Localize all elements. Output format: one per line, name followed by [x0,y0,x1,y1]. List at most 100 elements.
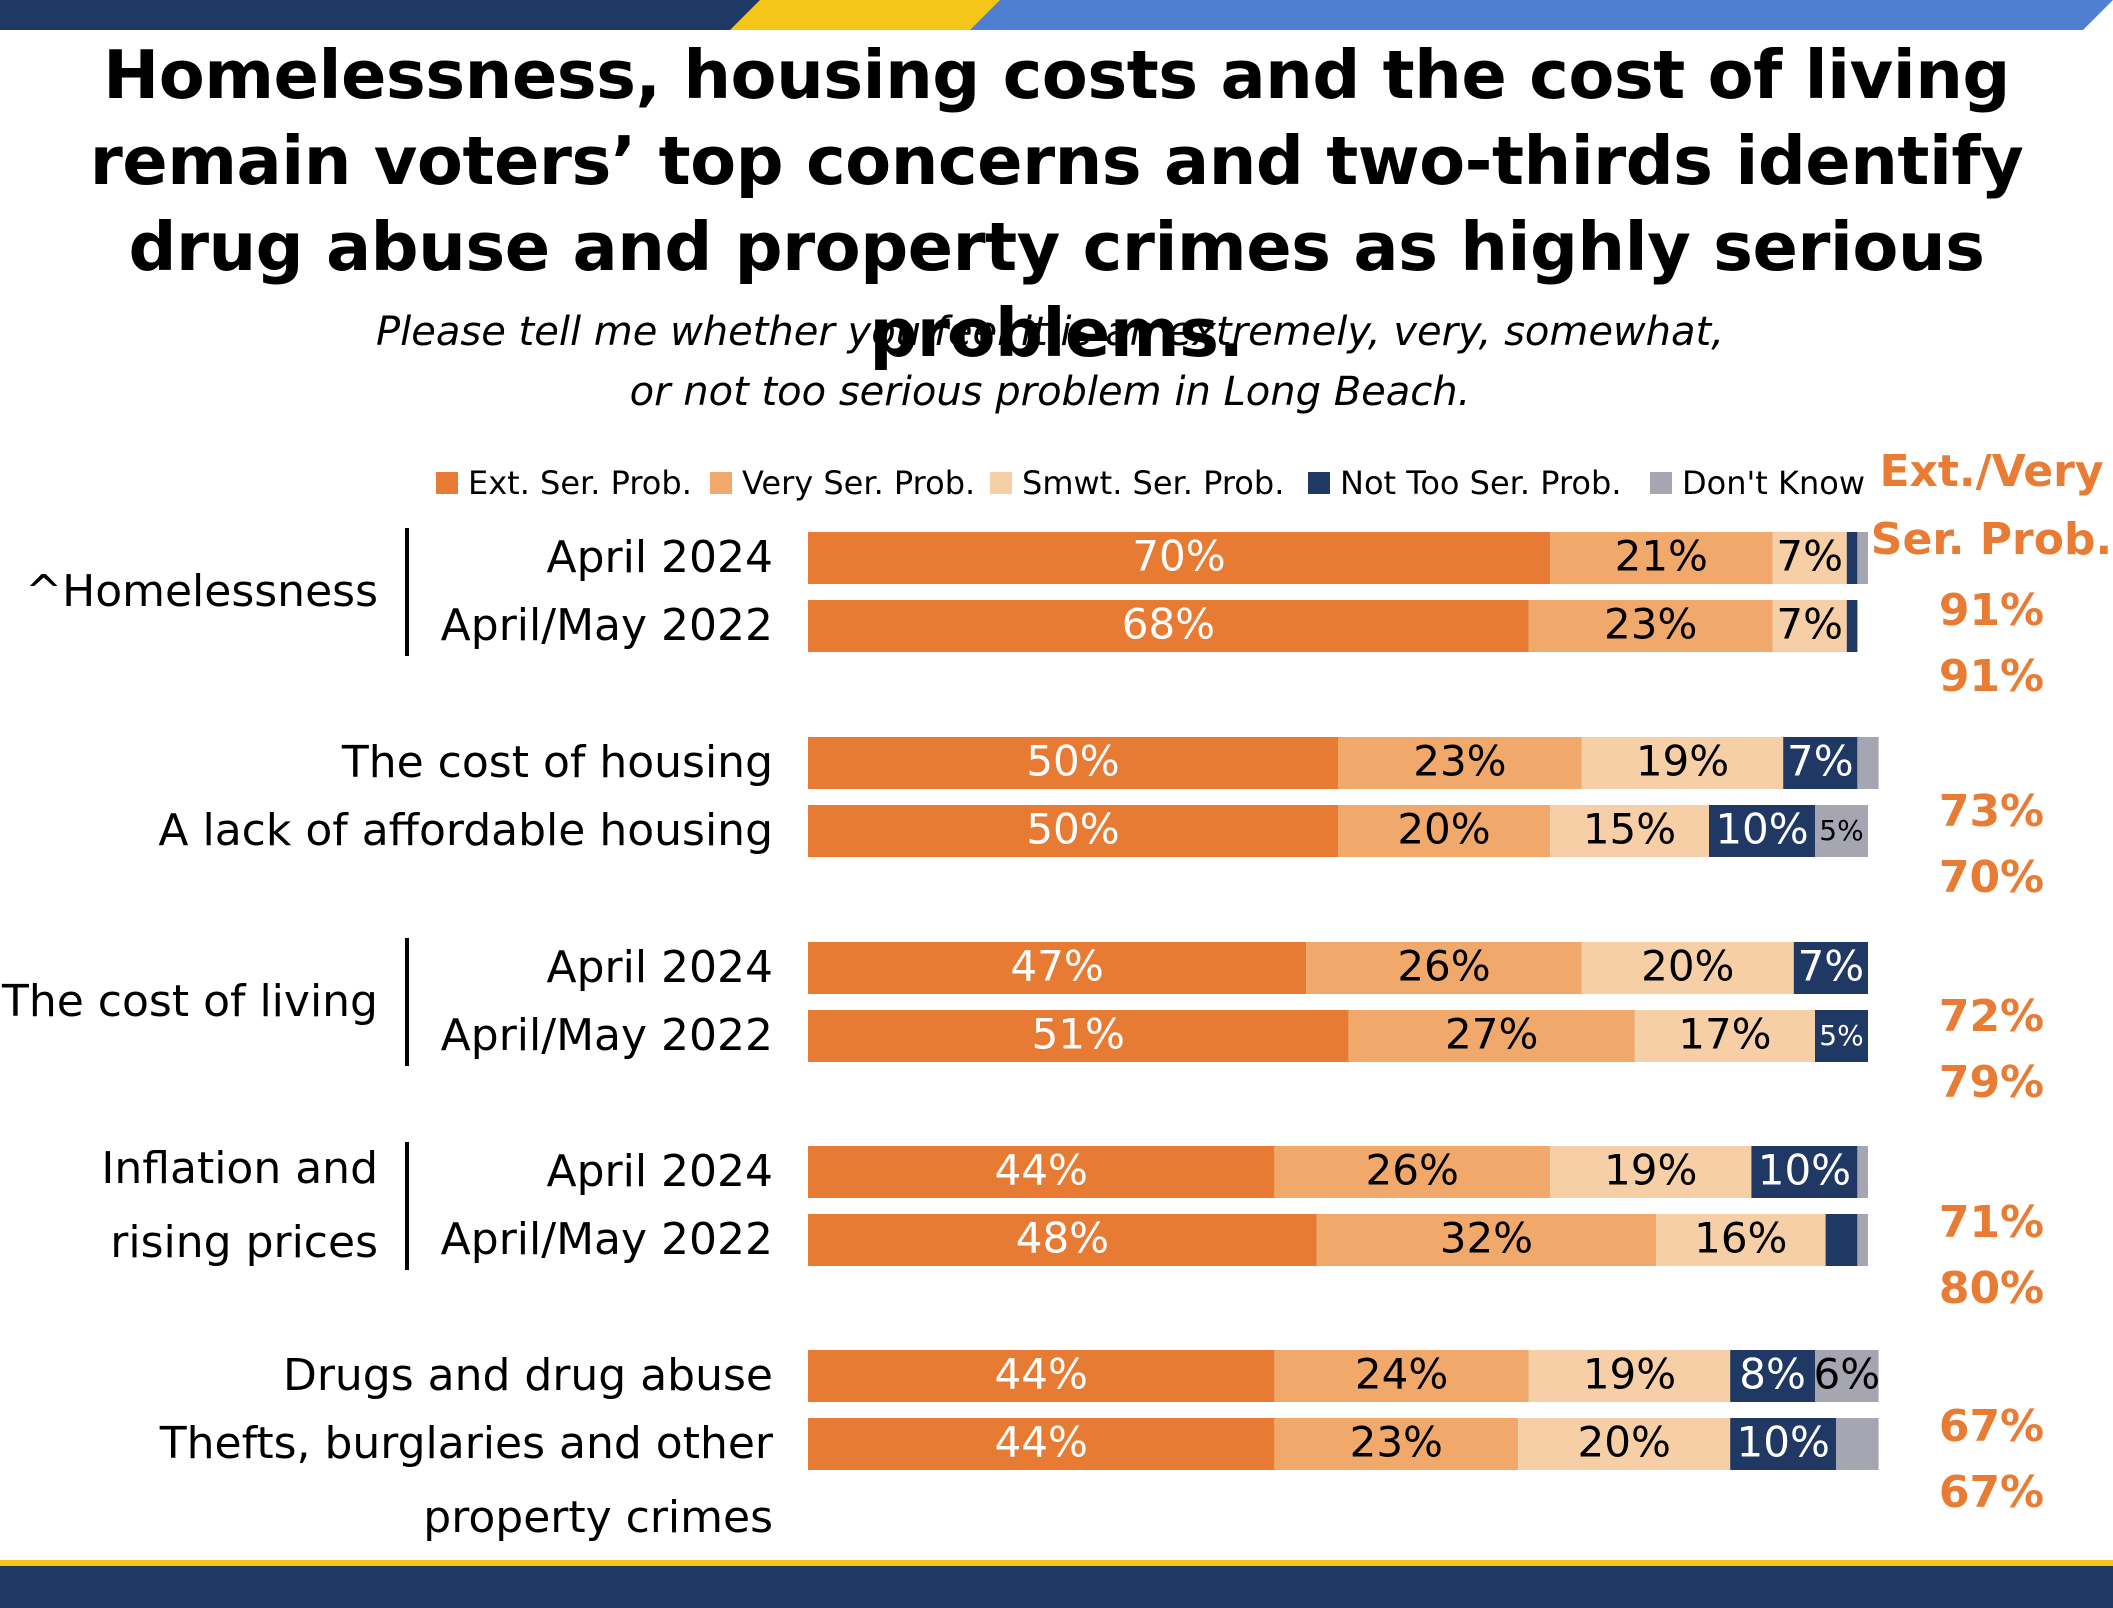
legend-swatch-ext [436,472,458,494]
summary-header-line-2: Ser. Prob. [1870,514,2113,565]
ext-very-value: 71% [1938,1197,2045,1248]
group-category-line: Inflation and [101,1143,378,1194]
bar-segment-not-too [1730,1350,1815,1402]
bar-segment-label-very: 26% [1366,1146,1459,1195]
group-bracket-line [405,1142,409,1270]
bar-segment-not-too [1709,805,1815,857]
row-label-line: April 2024 [546,1146,773,1197]
bar-segment-label-ext: 44% [995,1146,1088,1195]
bar-segment-smwt [1581,737,1784,789]
bar-segment-not-too [1730,1418,1837,1470]
row-label: April 2024 [546,943,773,993]
ext-very-value: 80% [1938,1263,2045,1314]
bar-segment-label-not-too: 7% [1787,737,1854,786]
bar-segment-very [1338,737,1582,789]
bottom-band-navy [0,1566,2113,1608]
bar-segment-ext [808,1418,1275,1470]
bar-segment-very [1348,1010,1635,1062]
bar-segment-dont-know [1815,805,1868,857]
bar-segment-label-not-too: 10% [1737,1418,1830,1467]
row-label: Drugs and drug abuse [283,1351,773,1401]
bar-segment-label-dont-know: 5% [1819,814,1863,847]
bar-segment-smwt [1772,532,1847,584]
bar-segment-label-ext: 68% [1122,600,1215,649]
row-label-line: April/May 2022 [440,600,773,651]
legend-swatch-very [710,472,732,494]
bar-segment-label-smwt: 19% [1636,737,1729,786]
bar-segment-smwt [1518,1418,1731,1470]
bar-segment-label-dont-know: 6% [1813,1350,1880,1399]
row-label-line: April/May 2022 [440,1214,773,1265]
legend-swatch-dont-know [1650,472,1672,494]
bar-segment-label-not-too: 7% [1798,942,1865,991]
ext-very-value: 70% [1938,852,2045,903]
subtitle-line-2: or not too serious problem in Long Beach… [629,369,1471,415]
bar-segment-not-too [1793,942,1868,994]
bar-segment-label-smwt: 19% [1583,1350,1676,1399]
ext-very-value: 67% [1938,1401,2045,1452]
bar-segment-very [1550,532,1773,584]
bar-segment-dont-know [1836,1418,1879,1470]
bar-segment-label-smwt: 19% [1604,1146,1697,1195]
row-label: The cost of housing [342,738,773,788]
bar-segment-ext [808,805,1338,857]
bar-segment-label-not-too: 8% [1739,1350,1806,1399]
group-category-label: The cost of living [2,965,378,1039]
bar-segment-label-not-too: 10% [1758,1146,1851,1195]
bar-segment-smwt [1550,805,1709,857]
bar-segment-ext [808,532,1550,584]
bar-segment-very [1274,1350,1529,1402]
bar-segment-not-too [1846,532,1858,584]
bar-segment-not-too [1783,737,1858,789]
bar-segment-label-very: 32% [1440,1214,1533,1263]
bar-segment-label-ext: 50% [1026,805,1119,854]
bar-segment-label-ext: 70% [1132,532,1225,581]
row-label: April/May 2022 [441,1011,773,1061]
bar-segment-label-smwt: 7% [1776,600,1843,649]
chart-title: Homelessness, housing costs and the cost… [89,36,2024,372]
summary-header-line-1: Ext./Very [1879,446,2104,497]
group-category-line: The cost of living [1,976,378,1027]
ext-very-summary-header: Ext./Very Ser. Prob. [1870,438,2113,574]
legend-item-dont-know: Don't Know [1650,458,1865,508]
bar-segment-ext [808,1146,1275,1198]
bar-segment-dont-know [1815,1350,1879,1402]
legend-label-very: Very Ser. Prob. [742,464,976,502]
legend-swatch-smwt [990,472,1012,494]
bar-segment-not-too [1846,600,1858,652]
bar-segment-label-ext: 47% [1010,942,1103,991]
row-label: April/May 2022 [441,1215,773,1265]
bar-segment-label-smwt: 20% [1578,1418,1671,1467]
bar-segment-label-very: 24% [1355,1350,1448,1399]
bar-segment-label-smwt: 20% [1641,942,1734,991]
group-category-line: rising prices [110,1217,378,1268]
group-category-label: Inflation and rising prices [101,1132,378,1280]
bar-segment-dont-know [1857,1146,1868,1198]
row-label: April 2024 [546,1147,773,1197]
bar-segment-ext [808,737,1338,789]
top-band-segment [970,0,2113,30]
legend-item-smwt: Smwt. Ser. Prob. [990,458,1284,508]
top-band-segment [0,0,780,30]
row-label: April/May 2022 [441,601,773,651]
bar-segment-very [1274,1146,1550,1198]
bar-segment-smwt [1634,1010,1815,1062]
bar-segment-label-ext: 51% [1032,1010,1125,1059]
row-label-line: The cost of housing [341,737,773,788]
bar-segment-label-ext: 44% [995,1418,1088,1467]
bar-segment-very [1528,600,1773,652]
bar-segment-ext [808,1350,1275,1402]
row-label: A lack of affordable housing [158,806,773,856]
bar-segment-smwt [1550,1146,1752,1198]
bar-segment-label-very: 20% [1397,805,1490,854]
bottom-decorative-band [0,1560,2113,1608]
ext-very-value: 72% [1938,991,2045,1042]
ext-very-value: 91% [1938,585,2045,636]
bar-segment-smwt [1772,600,1847,652]
group-bracket-line [405,528,409,656]
row-label-line: April 2024 [546,532,773,583]
top-decorative-band [0,0,2113,30]
bar-segment-label-very: 23% [1350,1418,1443,1467]
row-label: Thefts, burglaries and other property cri… [160,1419,773,1543]
top-band-segment [730,0,1040,30]
